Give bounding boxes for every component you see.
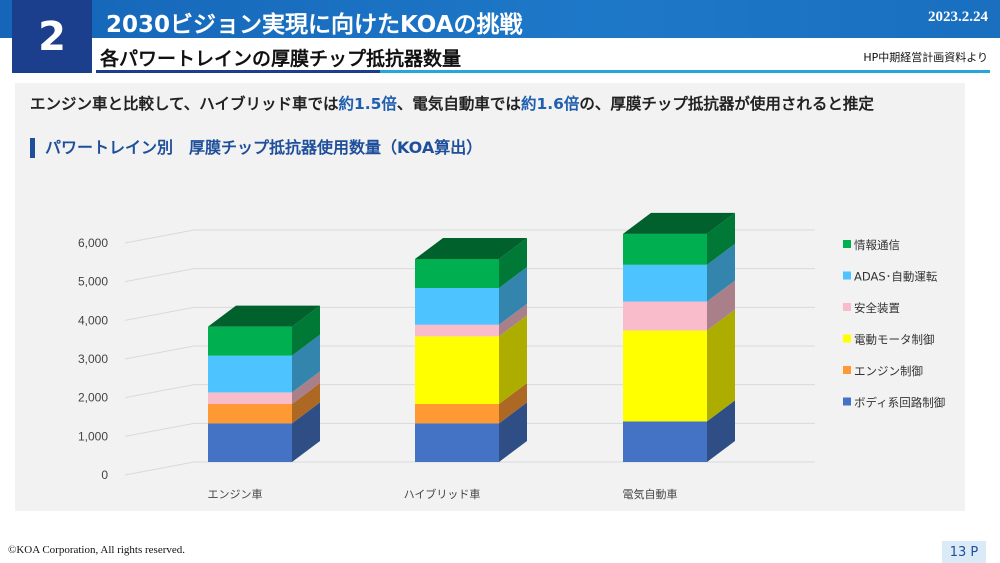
bar-segment-side: [707, 309, 735, 422]
bar-segment: [208, 355, 292, 393]
bar-segment: [623, 233, 707, 265]
legend-swatch: [843, 303, 851, 311]
bar-segment: [415, 336, 499, 404]
bar-segment: [623, 264, 707, 302]
x-tick-label: エンジン車: [208, 487, 263, 501]
legend-swatch: [843, 334, 851, 343]
bar-segment: [208, 392, 292, 404]
bar-top: [208, 305, 320, 327]
lead-text: 、電気自動車では: [396, 95, 521, 113]
bar-segment: [415, 324, 499, 337]
bar-segment-side: [499, 402, 527, 462]
bar-segment: [208, 326, 292, 356]
y-tick-label: 4,000: [78, 313, 108, 327]
bar-segment-side: [707, 280, 735, 331]
lead-text: エンジン車と比較して、ハイブリッド車では: [30, 95, 339, 113]
bar-top: [415, 238, 527, 259]
lead-highlight: 約1.6倍: [520, 95, 580, 113]
bar-segment: [623, 301, 707, 331]
gridline-diagonal: [124, 229, 195, 244]
bar-top: [623, 212, 735, 234]
legend-label: ADAS･自動運転: [854, 270, 938, 284]
lead-highlight: 約1.5倍: [338, 95, 397, 113]
legend-label: ボディ系回路制御: [854, 396, 945, 410]
gridline-diagonal: [124, 268, 195, 283]
slide-date: 2023.2.24: [928, 9, 988, 25]
legend-swatch: [843, 271, 851, 280]
bar-segment: [208, 423, 292, 462]
page-number: 13 P: [942, 541, 986, 563]
gridline-diagonal: [124, 461, 195, 476]
copyright: ©KOA Corporation, All rights reserved.: [8, 544, 185, 556]
lead-statement: エンジン車と比較して、ハイブリッド車では約1.5倍、電気自動車では約1.6倍の、…: [30, 92, 874, 114]
legend-label: 情報通信: [854, 238, 900, 252]
header-band: [0, 0, 1000, 38]
bar-segment-side: [292, 371, 320, 404]
legend-swatch: [843, 240, 851, 248]
legend-label: 安全装置: [854, 301, 900, 315]
bar-segment-side: [292, 383, 320, 424]
source-note: HP中期経営計画資料より: [863, 51, 988, 64]
legend-label: 電動モータ制御: [854, 333, 935, 347]
legend-label: エンジン制御: [854, 364, 923, 378]
bar-segment: [208, 404, 292, 424]
section-number: 2: [12, 0, 92, 73]
gridline-diagonal: [124, 384, 195, 399]
legend-swatch: [843, 397, 851, 406]
slide-subtitle: 各パワートレインの厚膜チップ抵抗器数量: [100, 48, 462, 70]
y-tick-label: 2,000: [78, 391, 108, 405]
bar-segment-side: [499, 303, 527, 337]
bar-segment-side: [499, 383, 527, 424]
gridline-diagonal: [124, 306, 195, 321]
gridline-diagonal: [124, 345, 195, 360]
y-tick-label: 0: [101, 468, 108, 482]
x-tick-label: ハイブリッド車: [404, 487, 481, 501]
bar-segment-side: [707, 243, 735, 302]
bar-segment-side: [707, 212, 735, 265]
bar-segment: [623, 330, 707, 422]
bar-segment-side: [499, 315, 527, 404]
y-tick-label: 3,000: [78, 352, 108, 366]
bar-segment: [415, 259, 499, 288]
bar-segment: [623, 421, 707, 462]
chart-title: パワートレイン別 厚膜チップ抵抗器使用数量（KOA算出）: [30, 138, 482, 158]
x-tick-label: 電気自動車: [623, 487, 678, 501]
bar-segment-side: [292, 305, 320, 356]
bar-segment-side: [292, 334, 320, 393]
gridline-diagonal: [124, 422, 195, 437]
bar-segment-side: [292, 402, 320, 462]
y-tick-label: 6,000: [78, 236, 108, 250]
bar-segment-side: [707, 400, 735, 462]
bar-segment-side: [499, 267, 527, 325]
bar-segment: [415, 288, 499, 325]
y-tick-label: 5,000: [78, 275, 108, 289]
lead-text: の、厚膜チップ抵抗器が使用されると推定: [579, 95, 874, 113]
bar-segment: [415, 423, 499, 462]
underline-light: [380, 70, 990, 73]
y-tick-label: 1,000: [78, 429, 108, 443]
legend-swatch: [843, 366, 851, 374]
bar-segment: [415, 404, 499, 424]
underline-dark: [96, 70, 380, 73]
bar-segment-side: [499, 238, 527, 288]
slide-title: 2030ビジョン実現に向けたKOAの挑戦: [106, 12, 523, 38]
